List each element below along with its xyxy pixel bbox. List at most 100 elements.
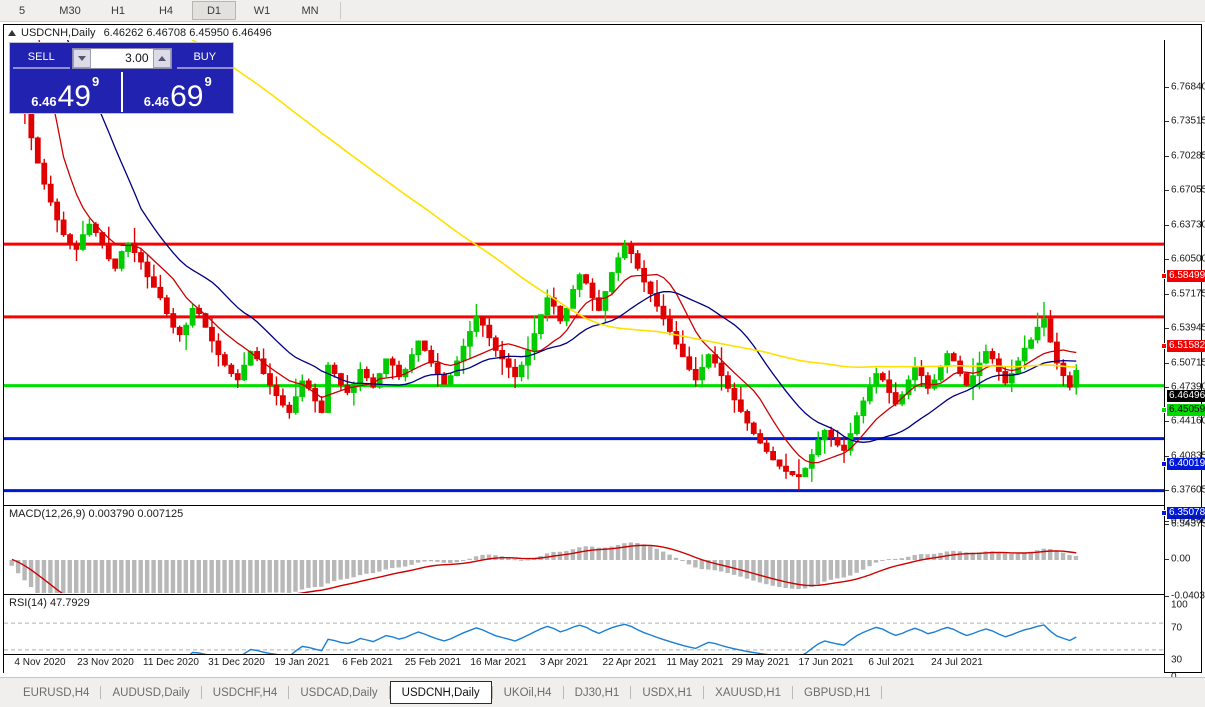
scale-tick xyxy=(1165,521,1169,522)
buy-button[interactable]: BUY xyxy=(176,47,233,69)
date-tick-label: 11 Dec 2020 xyxy=(143,657,199,668)
volume-input[interactable]: 3.00 xyxy=(125,51,149,65)
price-label-support[interactable]: 6.40019 xyxy=(1167,458,1205,470)
scale-tick xyxy=(1165,387,1169,388)
price-tick-label: 6.53945 xyxy=(1171,322,1205,334)
sell-price-quote[interactable]: 6.46 49 9 xyxy=(10,70,121,114)
price-tick-label: 6.40835 xyxy=(1171,450,1205,462)
price-tick-label: 6.63730 xyxy=(1171,219,1205,231)
symbol-tab-bar[interactable]: EURUSD,H4 AUDUSD,Daily USDCHF,H4 USDCAD,Dai… xyxy=(0,677,1205,707)
tab-usdx[interactable]: USDX,H1 xyxy=(642,686,693,699)
tab-divider xyxy=(288,686,290,699)
trade-panel-quotes: 6.46 49 9 6.46 69 9 xyxy=(10,70,233,114)
scale-tick xyxy=(1165,559,1169,560)
date-tick-label: 6 Feb 2021 xyxy=(342,657,393,668)
chart-window[interactable]: USDCNH,Daily 6.46262 6.46708 6.45950 6.4… xyxy=(3,24,1205,683)
sell-button[interactable]: SELL xyxy=(13,47,70,69)
price-tick-label: 6.73515 xyxy=(1171,115,1205,127)
price-label-last-price[interactable]: 6.46496 xyxy=(1167,390,1205,402)
buy-price-quote[interactable]: 6.46 69 9 xyxy=(123,70,234,114)
level-handle[interactable] xyxy=(1161,273,1167,279)
scale-tick xyxy=(1165,156,1169,157)
date-tick-label: 16 Mar 2021 xyxy=(470,657,527,668)
tab-divider xyxy=(491,686,493,699)
price-tick-label: 6.34375 xyxy=(1171,518,1205,530)
level-handle[interactable] xyxy=(1161,343,1167,349)
date-axis: 4 Nov 2020 23 Nov 2020 11 Dec 2020 31 Dec 2… xyxy=(4,654,1164,672)
tab-xauusd[interactable]: XAUUSD,H1 xyxy=(715,686,781,699)
level-handle[interactable] xyxy=(1161,407,1167,413)
tab-usdcnh[interactable]: USDCNH,Daily xyxy=(389,681,492,704)
price-tick-label: 6.44160 xyxy=(1171,415,1205,427)
chevron-up-icon[interactable] xyxy=(152,48,171,68)
price-pane[interactable] xyxy=(4,40,1164,503)
tab-divider xyxy=(200,686,202,699)
level-handle[interactable] xyxy=(1161,461,1167,467)
toolbar-divider xyxy=(340,2,341,19)
price-tick-label: 6.76840 xyxy=(1171,81,1205,93)
date-tick-label: 22 Apr 2021 xyxy=(602,657,657,668)
macd-pane[interactable]: MACD(12,26,9) 0.003790 0.007125 xyxy=(4,505,1164,594)
tab-gbpusd[interactable]: GBPUSD,H1 xyxy=(804,686,871,699)
chart-header: USDCNH,Daily 6.46262 6.46708 6.45950 6.4… xyxy=(4,25,1201,40)
timeframe-5[interactable]: 5 xyxy=(18,4,26,17)
quote-divider xyxy=(120,72,123,112)
scale-tick xyxy=(1165,363,1169,364)
candlestick-plot xyxy=(4,40,1164,493)
macd-plot xyxy=(9,542,1079,593)
buy-price-sup: 9 xyxy=(204,74,212,89)
price-tick-label: 6.67055 xyxy=(1171,184,1205,196)
tab-usdcad[interactable]: USDCAD,Daily xyxy=(300,686,378,699)
tab-divider xyxy=(630,686,632,699)
date-tick-label: 17 Jun 2021 xyxy=(798,657,854,668)
price-tick-label: 6.37605 xyxy=(1171,484,1205,496)
tab-audusd[interactable]: AUDUSD,Daily xyxy=(112,686,190,699)
tab-divider xyxy=(100,686,102,699)
sell-price-big: 49 xyxy=(57,80,91,113)
date-tick-label: 11 May 2021 xyxy=(666,657,724,668)
volume-stepper[interactable]: 3.00 xyxy=(71,47,172,69)
price-tick-label: 6.57175 xyxy=(1171,288,1205,300)
date-tick-label: 3 Apr 2021 xyxy=(539,657,589,668)
timeframe-toolbar: 5 M30 H1 H4 D1 W1 MN xyxy=(0,0,1205,22)
scale-tick xyxy=(1165,294,1169,295)
sell-price-prefix: 6.46 xyxy=(31,94,57,109)
price-label-support[interactable]: 6.45059 xyxy=(1167,404,1205,416)
trade-panel-top-row: SELL 3.00 BUY xyxy=(10,43,233,70)
buy-price-prefix: 6.46 xyxy=(143,94,170,109)
timeframe-mn[interactable]: MN xyxy=(301,4,319,17)
level-handle[interactable] xyxy=(1161,510,1167,516)
scale-tick xyxy=(1165,596,1169,597)
scale-tick xyxy=(1165,456,1169,457)
tab-divider xyxy=(703,686,705,699)
tab-eurusd[interactable]: EURUSD,H4 xyxy=(23,686,90,699)
tab-ukoil[interactable]: UKOil,H4 xyxy=(503,686,552,699)
chevron-down-icon[interactable] xyxy=(72,48,91,68)
one-click-trading-panel[interactable]: SELL 3.00 BUY 6.46 49 9 6.46 69 9 xyxy=(9,42,234,114)
price-scale[interactable]: 6.76840 6.73515 6.70285 6.67055 6.63730 6.605… xyxy=(1161,40,1205,683)
price-tick-label: 6.47390 xyxy=(1171,381,1205,393)
timeframe-h4[interactable]: H4 xyxy=(158,4,174,17)
rsi-label: RSI(14) 47.7929 xyxy=(9,597,90,609)
date-tick-label: 25 Feb 2021 xyxy=(404,657,462,668)
price-label-resistance[interactable]: 6.51582 xyxy=(1167,340,1205,352)
price-label-support[interactable]: 6.35078 xyxy=(1167,507,1205,519)
timeframe-w1[interactable]: W1 xyxy=(253,4,271,17)
scale-tick xyxy=(1165,87,1169,88)
timeframe-h1[interactable]: H1 xyxy=(110,4,126,17)
tab-dj30[interactable]: DJ30,H1 xyxy=(574,686,620,699)
date-tick-label: 4 Nov 2020 xyxy=(14,657,66,668)
timeframe-d1[interactable]: D1 xyxy=(192,1,236,20)
timeframe-m30[interactable]: M30 xyxy=(59,4,81,17)
scale-tick xyxy=(1165,421,1169,422)
triangle-up-icon[interactable] xyxy=(8,29,16,36)
chart-ohlc-values: 6.46262 6.46708 6.45950 6.46496 xyxy=(103,26,272,39)
date-tick-label: 23 Nov 2020 xyxy=(77,657,134,668)
sell-price-sup: 9 xyxy=(91,74,100,89)
scale-tick xyxy=(1165,490,1169,491)
tab-divider xyxy=(562,686,564,699)
tab-usdchf[interactable]: USDCHF,H4 xyxy=(212,686,278,699)
price-label-resistance[interactable]: 6.58499 xyxy=(1167,270,1205,282)
tab-divider xyxy=(881,686,883,699)
date-tick-label: 31 Dec 2020 xyxy=(208,657,265,668)
